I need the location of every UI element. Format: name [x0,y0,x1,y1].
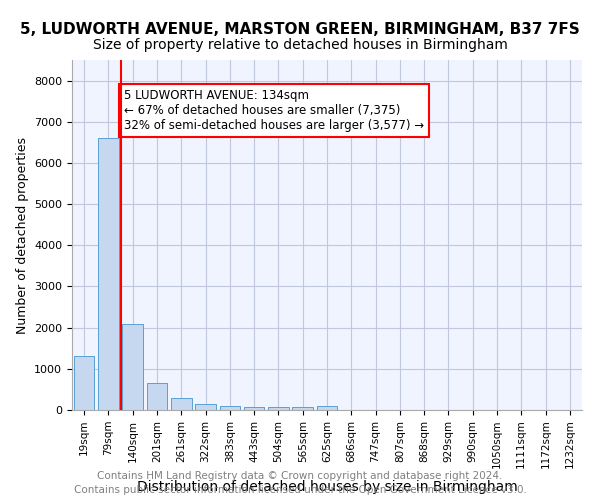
Bar [146,383,167,410]
Bar [317,406,337,410]
Bar [171,398,191,410]
Bar [98,138,119,410]
Bar [122,324,143,410]
Bar [268,406,289,410]
Text: Size of property relative to detached houses in Birmingham: Size of property relative to detached ho… [92,38,508,52]
X-axis label: Distribution of detached houses by size in Birmingham: Distribution of detached houses by size … [137,480,517,494]
Y-axis label: Number of detached properties: Number of detached properties [16,136,29,334]
Text: 5 LUDWORTH AVENUE: 134sqm
← 67% of detached houses are smaller (7,375)
32% of se: 5 LUDWORTH AVENUE: 134sqm ← 67% of detac… [124,89,424,132]
Bar [74,356,94,410]
Bar [195,404,216,410]
Bar [292,406,313,410]
Text: 5, LUDWORTH AVENUE, MARSTON GREEN, BIRMINGHAM, B37 7FS: 5, LUDWORTH AVENUE, MARSTON GREEN, BIRMI… [20,22,580,38]
Bar [220,406,240,410]
Bar [244,406,265,410]
Text: Contains HM Land Registry data © Crown copyright and database right 2024.
Contai: Contains HM Land Registry data © Crown c… [74,471,526,495]
